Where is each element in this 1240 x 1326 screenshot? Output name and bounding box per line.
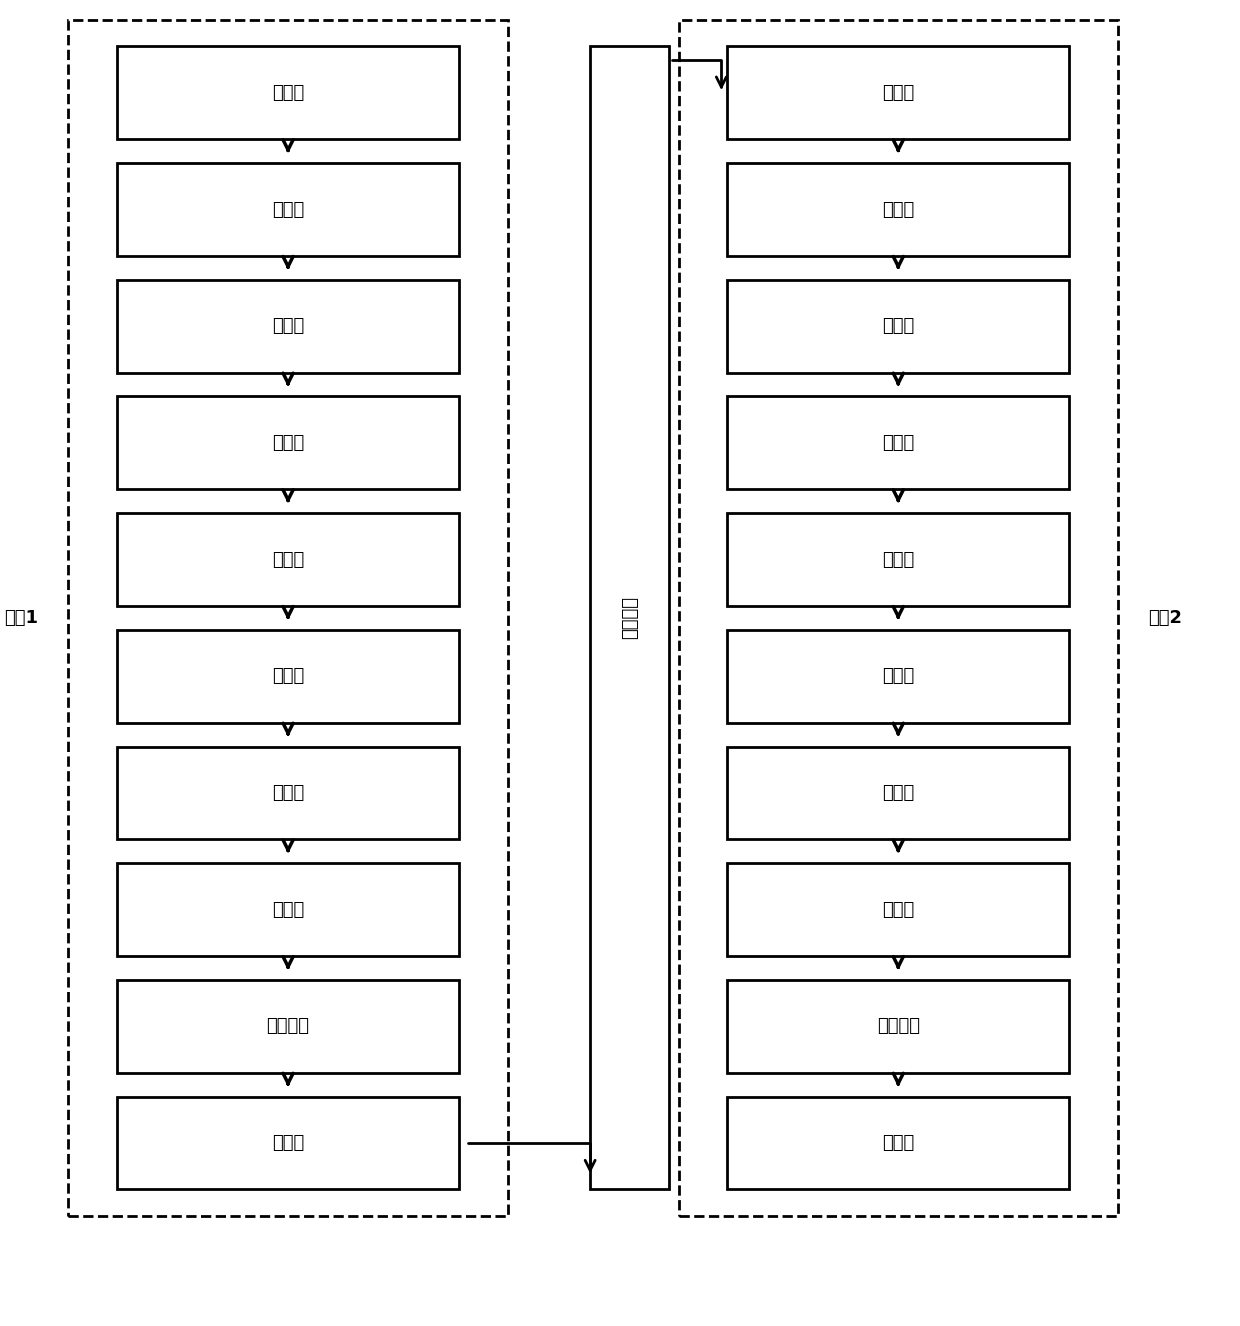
FancyBboxPatch shape	[728, 1097, 1069, 1189]
FancyBboxPatch shape	[728, 163, 1069, 256]
FancyBboxPatch shape	[728, 396, 1069, 489]
FancyBboxPatch shape	[728, 280, 1069, 373]
Text: 卷积层: 卷积层	[272, 434, 304, 452]
FancyBboxPatch shape	[728, 863, 1069, 956]
Text: 池化层: 池化层	[882, 550, 914, 569]
FancyBboxPatch shape	[118, 747, 459, 839]
FancyBboxPatch shape	[118, 863, 459, 956]
Text: 输出层: 输出层	[272, 1134, 304, 1152]
Text: 池化层: 池化层	[272, 667, 304, 686]
FancyBboxPatch shape	[728, 513, 1069, 606]
FancyBboxPatch shape	[118, 513, 459, 606]
Text: 输出层: 输出层	[882, 1134, 914, 1152]
FancyBboxPatch shape	[118, 280, 459, 373]
Text: 池化层: 池化层	[882, 317, 914, 335]
Text: 池化层: 池化层	[272, 317, 304, 335]
Text: 全连接层: 全连接层	[267, 1017, 310, 1036]
Text: 输入层: 输入层	[882, 84, 914, 102]
Text: 卷积层: 卷积层	[272, 784, 304, 802]
FancyBboxPatch shape	[728, 46, 1069, 139]
Text: 级联单元: 级联单元	[621, 597, 639, 639]
Text: 卷积层: 卷积层	[882, 900, 914, 919]
Text: 卷积层: 卷积层	[882, 434, 914, 452]
FancyBboxPatch shape	[590, 46, 670, 1189]
FancyBboxPatch shape	[728, 980, 1069, 1073]
Text: 池化层: 池化层	[882, 784, 914, 802]
Text: 卷积层: 卷积层	[272, 550, 304, 569]
Text: 输入层: 输入层	[272, 84, 304, 102]
FancyBboxPatch shape	[728, 747, 1069, 839]
Text: 卷积层: 卷积层	[272, 900, 304, 919]
FancyBboxPatch shape	[118, 1097, 459, 1189]
Text: 卷积层: 卷积层	[272, 200, 304, 219]
FancyBboxPatch shape	[728, 630, 1069, 723]
Text: 网络1: 网络1	[4, 609, 38, 627]
FancyBboxPatch shape	[118, 980, 459, 1073]
Text: 卷积层: 卷积层	[882, 667, 914, 686]
FancyBboxPatch shape	[118, 630, 459, 723]
FancyBboxPatch shape	[118, 163, 459, 256]
FancyBboxPatch shape	[118, 46, 459, 139]
Text: 网络2: 网络2	[1148, 609, 1183, 627]
FancyBboxPatch shape	[118, 396, 459, 489]
Text: 全连接层: 全连接层	[877, 1017, 920, 1036]
Text: 卷积层: 卷积层	[882, 200, 914, 219]
